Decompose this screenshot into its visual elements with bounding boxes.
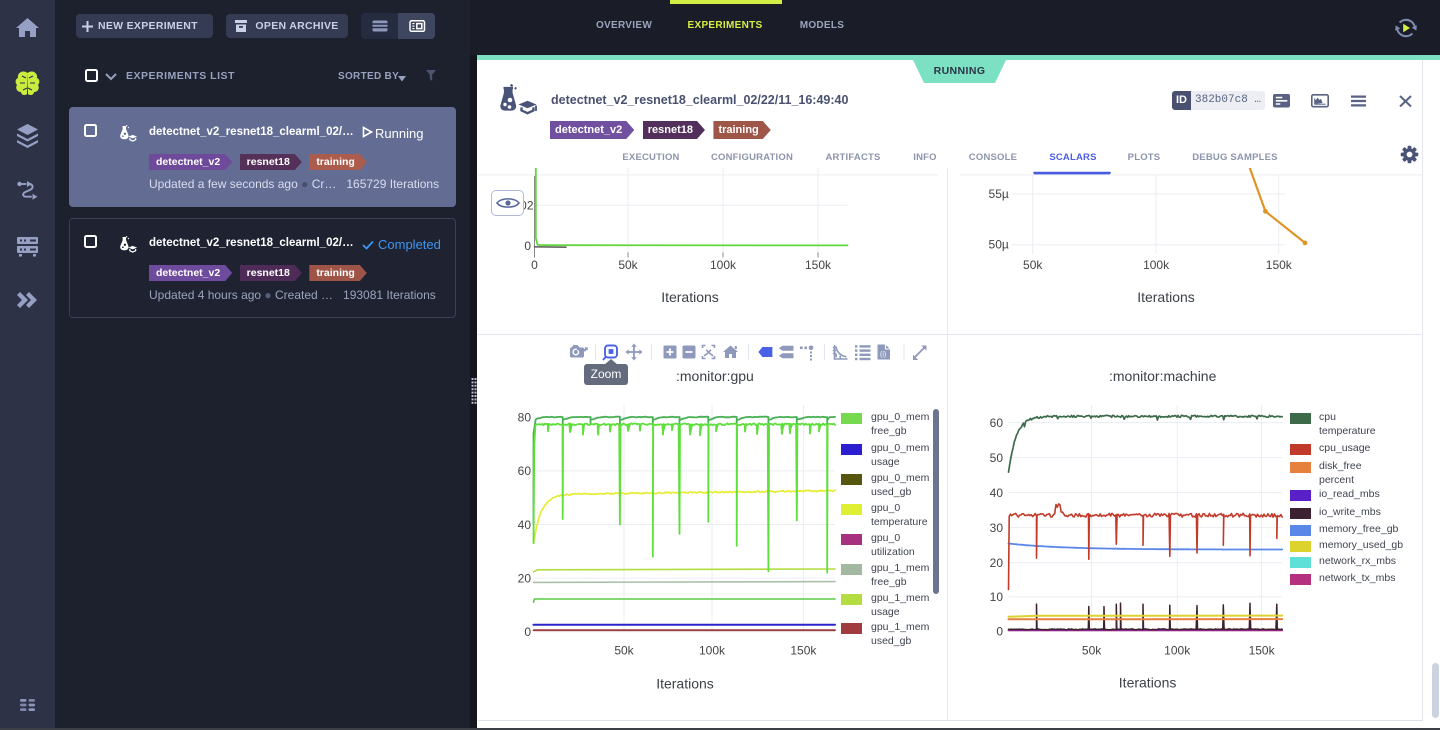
svg-text:50k: 50k: [614, 644, 634, 658]
svg-text:40: 40: [518, 518, 532, 532]
svg-text:150k: 150k: [805, 258, 832, 272]
svg-text:Iterations: Iterations: [1137, 289, 1195, 305]
svg-text:20: 20: [518, 571, 532, 585]
svg-text:80: 80: [518, 411, 532, 425]
svg-text:150k: 150k: [1266, 258, 1293, 272]
svg-text:100k: 100k: [1143, 258, 1170, 272]
svg-text:0: 0: [996, 625, 1003, 639]
svg-text:10: 10: [990, 590, 1004, 604]
svg-text:Iterations: Iterations: [661, 289, 719, 305]
svg-text:0: 0: [524, 625, 531, 639]
svg-text:50: 50: [990, 451, 1004, 465]
svg-text:(i): (i): [880, 352, 886, 359]
svg-text:100k: 100k: [710, 258, 737, 272]
svg-text:60: 60: [990, 416, 1004, 430]
svg-text:50k: 50k: [618, 258, 638, 272]
svg-text:20: 20: [990, 556, 1004, 570]
svg-text:Iterations: Iterations: [656, 676, 714, 692]
svg-text:50k: 50k: [1082, 644, 1102, 658]
svg-text:100k: 100k: [1164, 644, 1191, 658]
svg-text:40: 40: [990, 486, 1004, 500]
svg-text:55µ: 55µ: [989, 187, 1009, 201]
svg-text:Iterations: Iterations: [1119, 675, 1177, 691]
svg-text:50µ: 50µ: [989, 238, 1009, 252]
svg-text:30: 30: [990, 521, 1004, 535]
svg-text:150k: 150k: [1249, 644, 1276, 658]
svg-text:150k: 150k: [790, 644, 817, 658]
svg-text:100k: 100k: [699, 644, 726, 658]
svg-text:60: 60: [518, 464, 532, 478]
svg-text:0: 0: [524, 239, 531, 253]
svg-text:50k: 50k: [1023, 258, 1043, 272]
svg-text:0: 0: [531, 258, 538, 272]
